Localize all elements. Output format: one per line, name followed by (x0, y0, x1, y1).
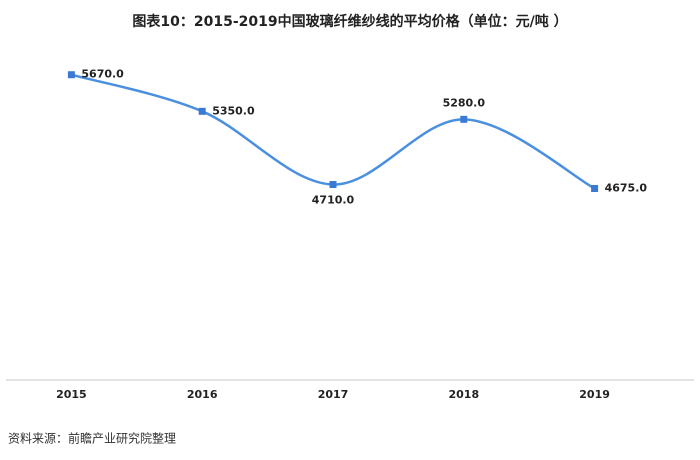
x-tick-label: 2018 (448, 388, 479, 401)
x-tick-label: 2016 (187, 388, 218, 401)
x-tick-label: 2015 (56, 388, 87, 401)
line (71, 73, 596, 190)
marker (591, 184, 599, 192)
marker (67, 71, 75, 79)
value-label: 5670.0 (81, 68, 124, 81)
source-note: 资料来源：前瞻产业研究院整理 (8, 431, 176, 446)
marker (329, 180, 337, 188)
value-label: 5280.0 (443, 96, 486, 109)
marker (198, 107, 206, 115)
x-tick-label: 2019 (579, 388, 610, 401)
value-label: 5350.0 (212, 104, 255, 117)
marker (460, 115, 468, 123)
value-label: 4710.0 (312, 193, 355, 206)
x-tick-label: 2017 (318, 388, 349, 401)
chart-title: 图表10：2015-2019中国玻璃纤维纱线的平均价格（单位：元/吨 ） (132, 13, 567, 30)
value-label: 4675.0 (605, 181, 648, 194)
